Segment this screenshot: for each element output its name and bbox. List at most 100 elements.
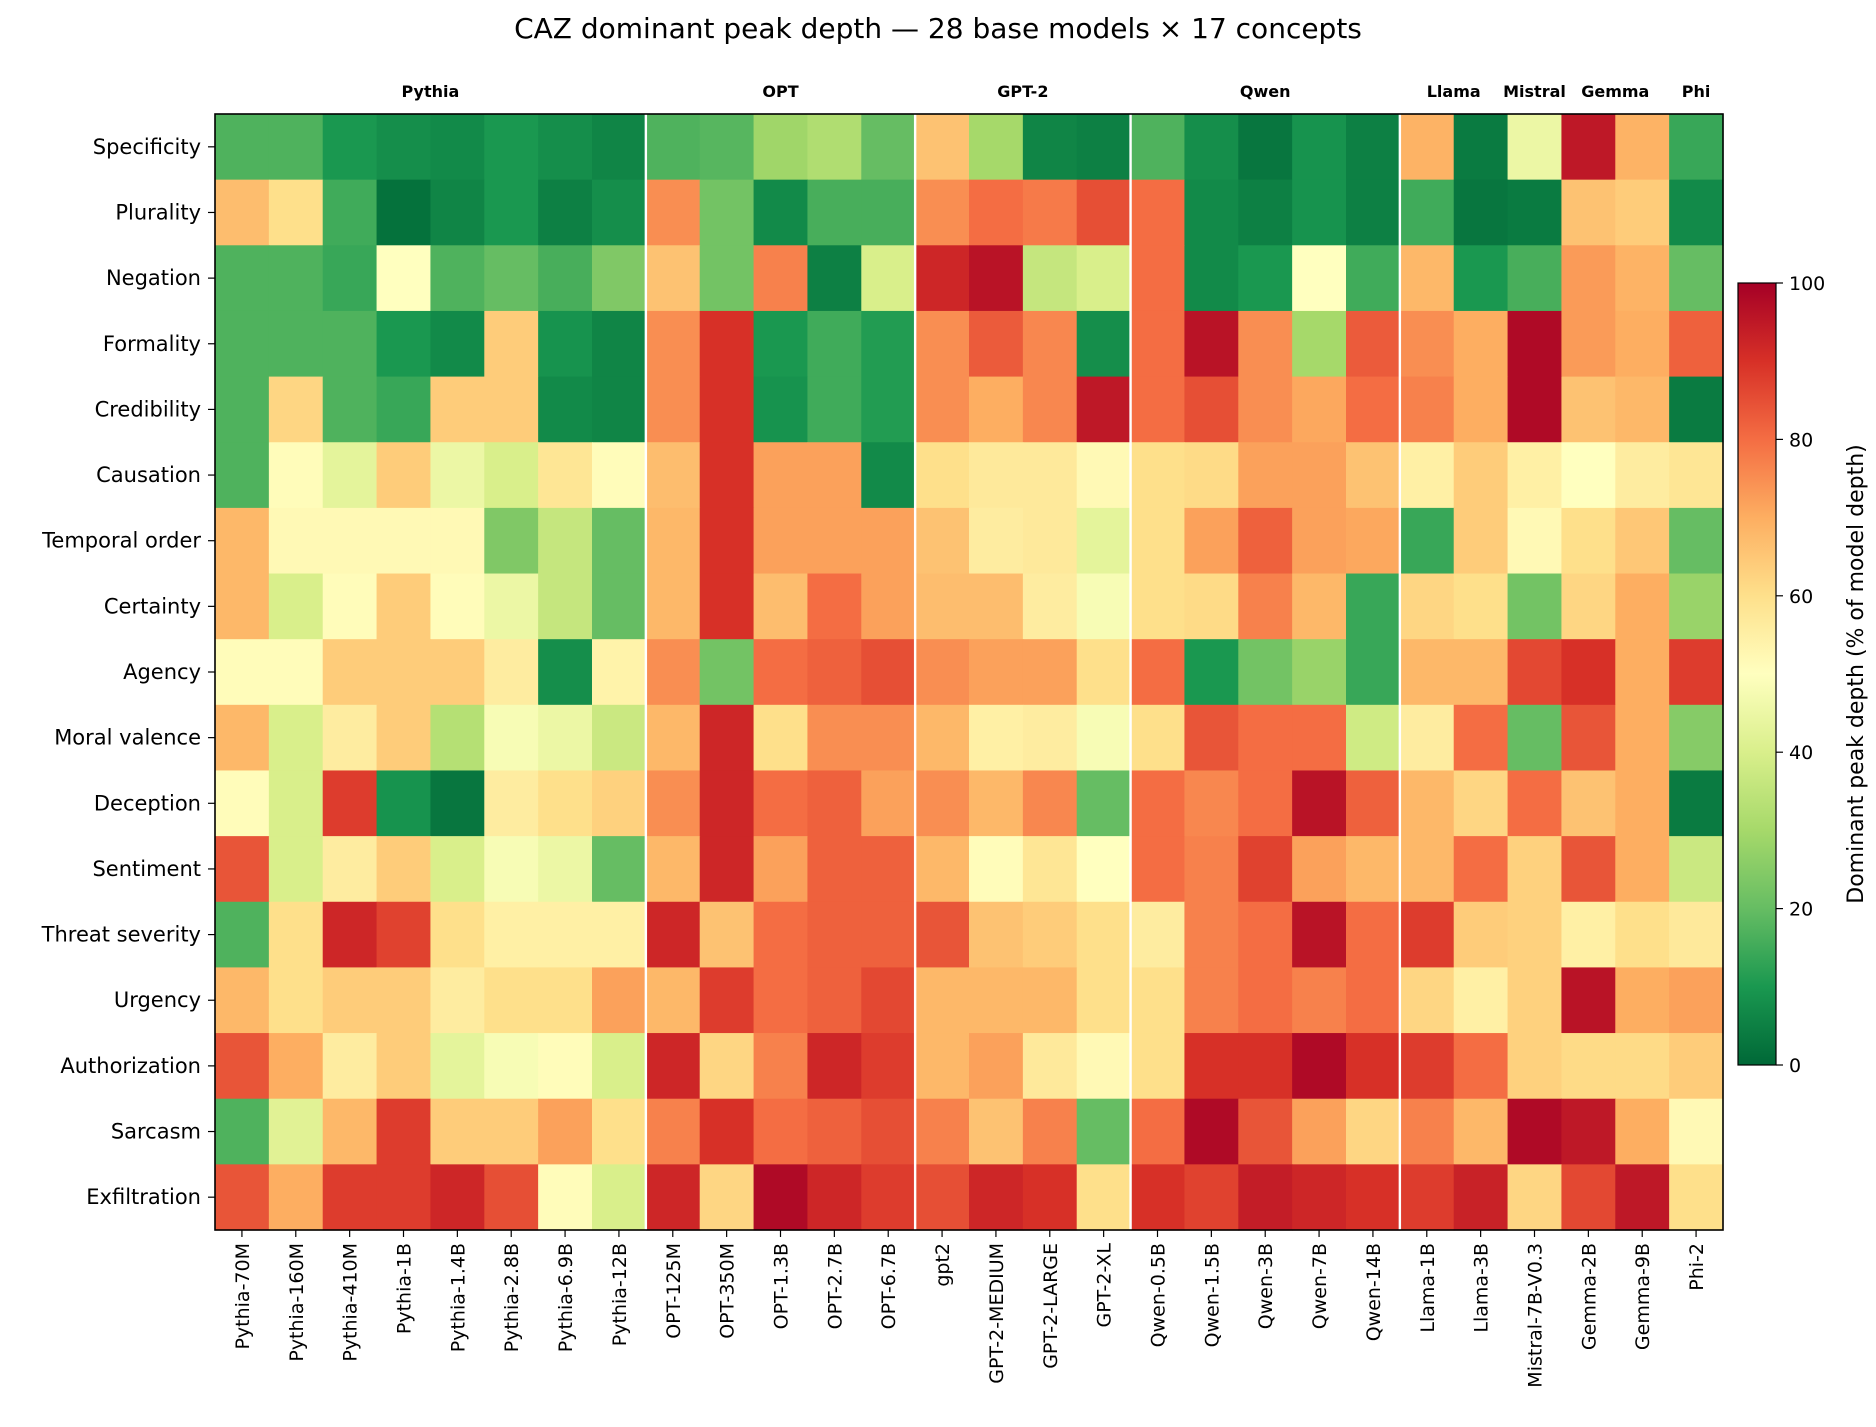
- heatmap-cell: [592, 901, 647, 969]
- heatmap-cell: [1292, 770, 1347, 837]
- heatmap-cell: [915, 507, 970, 575]
- heatmap-cell: [1184, 967, 1239, 1034]
- heatmap-cell: [1076, 310, 1132, 378]
- heatmap-cell: [645, 310, 701, 378]
- heatmap-cell: [807, 770, 862, 837]
- x-tick-label: GPT-2-MEDIUM: [986, 1243, 1008, 1384]
- heatmap-cell: [538, 376, 593, 443]
- heatmap-cell: [1022, 310, 1078, 378]
- heatmap-cell: [1615, 1033, 1670, 1100]
- heatmap-cell: [969, 1164, 1024, 1231]
- heatmap-cell: [1130, 442, 1186, 509]
- y-tick-label: Sarcasm: [111, 1120, 201, 1144]
- heatmap-cell: [807, 376, 862, 443]
- heatmap-cell: [484, 573, 539, 640]
- heatmap-cell: [861, 836, 916, 903]
- x-tick-label: Pythia-70M: [232, 1243, 254, 1350]
- heatmap-cell: [1292, 1098, 1347, 1165]
- x-tick-label: Llama-1B: [1417, 1243, 1439, 1333]
- heatmap-cell: [1184, 901, 1239, 969]
- heatmap-cell: [1615, 770, 1670, 837]
- heatmap-cell: [322, 1033, 378, 1100]
- heatmap-cell: [753, 376, 809, 443]
- heatmap-cell: [1507, 442, 1563, 509]
- heatmap-cell: [645, 1033, 701, 1100]
- heatmap-cell: [1399, 639, 1455, 706]
- x-tick-label: Phi-2: [1686, 1243, 1708, 1291]
- x-axis-labels: Pythia-70M Pythia-160M Pythia-410M Pythia-1…: [232, 1230, 1708, 1388]
- heatmap-cell: [807, 1164, 862, 1231]
- heatmap-cell: [1238, 1098, 1293, 1165]
- heatmap-cell: [1292, 179, 1347, 246]
- heatmap-cell: [1453, 1098, 1509, 1165]
- heatmap-cell: [1561, 901, 1616, 969]
- heatmap-cell: [699, 704, 755, 772]
- heatmap-cell: [1022, 114, 1078, 181]
- heatmap-cell: [1130, 245, 1186, 312]
- heatmap-cell: [268, 1164, 324, 1231]
- heatmap-cell: [592, 1033, 647, 1100]
- heatmap-cell: [1238, 836, 1293, 903]
- family-label: Phi: [1682, 82, 1711, 101]
- heatmap-cell: [1184, 310, 1239, 378]
- heatmap-cell: [699, 967, 755, 1034]
- heatmap-cell: [969, 179, 1024, 246]
- heatmap-cell: [861, 901, 916, 969]
- heatmap-cell: [1076, 1098, 1132, 1165]
- heatmap-cell: [1453, 245, 1509, 312]
- heatmap-cell: [1615, 442, 1670, 509]
- heatmap-cell: [645, 901, 701, 969]
- heatmap-cell: [484, 114, 539, 181]
- y-tick-label: Certainty: [104, 594, 201, 618]
- heatmap-cell: [538, 770, 593, 837]
- heatmap-cell: [592, 179, 647, 246]
- heatmap-cell: [1130, 967, 1186, 1034]
- heatmap-cell: [1507, 770, 1563, 837]
- heatmap-cell: [268, 836, 324, 903]
- heatmap-cell: [1346, 376, 1401, 443]
- heatmap-cell: [430, 245, 485, 312]
- heatmap-cell: [268, 1098, 324, 1165]
- x-tick-label: OPT-125M: [663, 1243, 685, 1339]
- heatmap-cell: [1399, 573, 1455, 640]
- colorbar-tick-label: 80: [1789, 429, 1813, 451]
- heatmap-cell: [1453, 114, 1509, 181]
- heatmap-cell: [1292, 310, 1347, 378]
- heatmap-cell: [1022, 1164, 1078, 1231]
- heatmap-cell: [1238, 245, 1293, 312]
- family-label: GPT-2: [997, 82, 1048, 101]
- heatmap-cell: [1346, 573, 1401, 640]
- heatmap-cell: [1615, 967, 1670, 1034]
- heatmap-cell: [1022, 376, 1078, 443]
- heatmap-cell: [699, 114, 755, 181]
- heatmap-cell: [1669, 245, 1724, 312]
- x-tick-label: Pythia-1.4B: [447, 1243, 469, 1352]
- heatmap-cell: [538, 179, 593, 246]
- heatmap-cell: [645, 507, 701, 575]
- heatmap-cell: [484, 1098, 539, 1165]
- heatmap-cell: [215, 114, 270, 181]
- heatmap-cell: [1184, 639, 1239, 706]
- heatmap-cell: [915, 245, 970, 312]
- heatmap-cell: [861, 573, 916, 640]
- heatmap-cell: [1238, 376, 1293, 443]
- heatmap-cell: [1669, 704, 1724, 772]
- heatmap-cell: [215, 376, 270, 443]
- heatmap-cell: [1346, 639, 1401, 706]
- heatmap-cell: [807, 704, 862, 772]
- heatmap-cell: [1615, 704, 1670, 772]
- heatmap-cell: [699, 770, 755, 837]
- heatmap-cell: [1238, 901, 1293, 969]
- heatmap-cell: [1346, 114, 1401, 181]
- heatmap-cell: [1130, 901, 1186, 969]
- heatmap-cell: [861, 442, 916, 509]
- heatmap-cell: [538, 1033, 593, 1100]
- heatmap-cell: [1184, 442, 1239, 509]
- heatmap-cell: [915, 770, 970, 837]
- heatmap-cell: [1453, 836, 1509, 903]
- heatmap-cell: [538, 967, 593, 1034]
- heatmap-cell: [1561, 114, 1616, 181]
- heatmap-cell: [1615, 507, 1670, 575]
- heatmap-cell: [1669, 442, 1724, 509]
- y-tick-label: Causation: [96, 463, 201, 487]
